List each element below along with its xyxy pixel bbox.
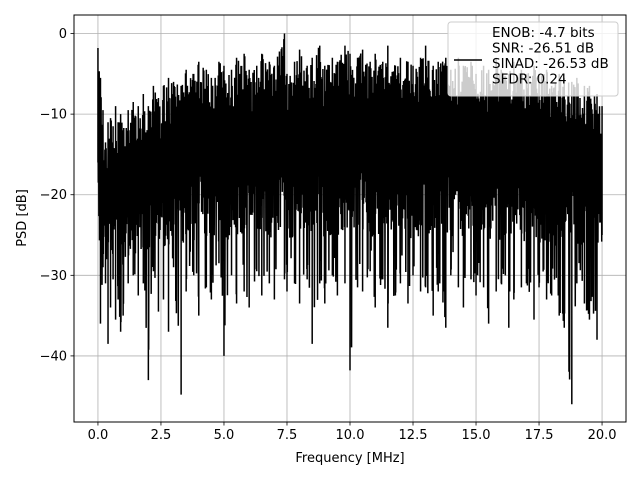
- x-tick-label: 17.5: [525, 428, 554, 443]
- x-tick-label: 10.0: [336, 428, 365, 443]
- y-tick-label: −40: [40, 349, 67, 364]
- x-tick-label: 20.0: [588, 428, 617, 443]
- tick-layer: 0.0 2.5 5.0 7.5 10.0 12.5 15.0 17.5 20.0 0 −10 −20 −…: [40, 27, 617, 443]
- legend-label-line: SFDR: 0.24: [492, 72, 567, 88]
- legend-label-line: ENOB: -4.7 bits: [492, 25, 595, 41]
- y-tick-label: 0: [59, 27, 67, 42]
- legend: ENOB: -4.7 bits SNR: -26.51 dB SINAD: -26.…: [447, 21, 619, 97]
- x-tick-label: 12.5: [399, 428, 428, 443]
- x-tick-label: 5.0: [214, 428, 235, 443]
- y-tick-label: −10: [40, 108, 67, 123]
- psd-series-line: [97, 33, 603, 405]
- legend-label-line: SNR: -26.51 dB: [492, 41, 594, 57]
- legend-label: ENOB: -4.7 bits SNR: -26.51 dB SINAD: -26.…: [492, 25, 609, 88]
- x-tick-label: 2.5: [151, 428, 172, 443]
- plot-layer: [97, 33, 603, 405]
- x-tick-label: 0.0: [88, 428, 109, 443]
- x-axis-label: Frequency [MHz]: [295, 451, 404, 466]
- x-tick-label: 15.0: [462, 428, 491, 443]
- y-tick-label: −30: [40, 269, 67, 284]
- y-axis-label: PSD [dB]: [15, 189, 30, 247]
- x-tick-label: 7.5: [277, 428, 298, 443]
- legend-box: [447, 21, 619, 97]
- legend-label-line: SINAD: -26.53 dB: [492, 56, 609, 72]
- y-tick-label: −20: [40, 188, 67, 203]
